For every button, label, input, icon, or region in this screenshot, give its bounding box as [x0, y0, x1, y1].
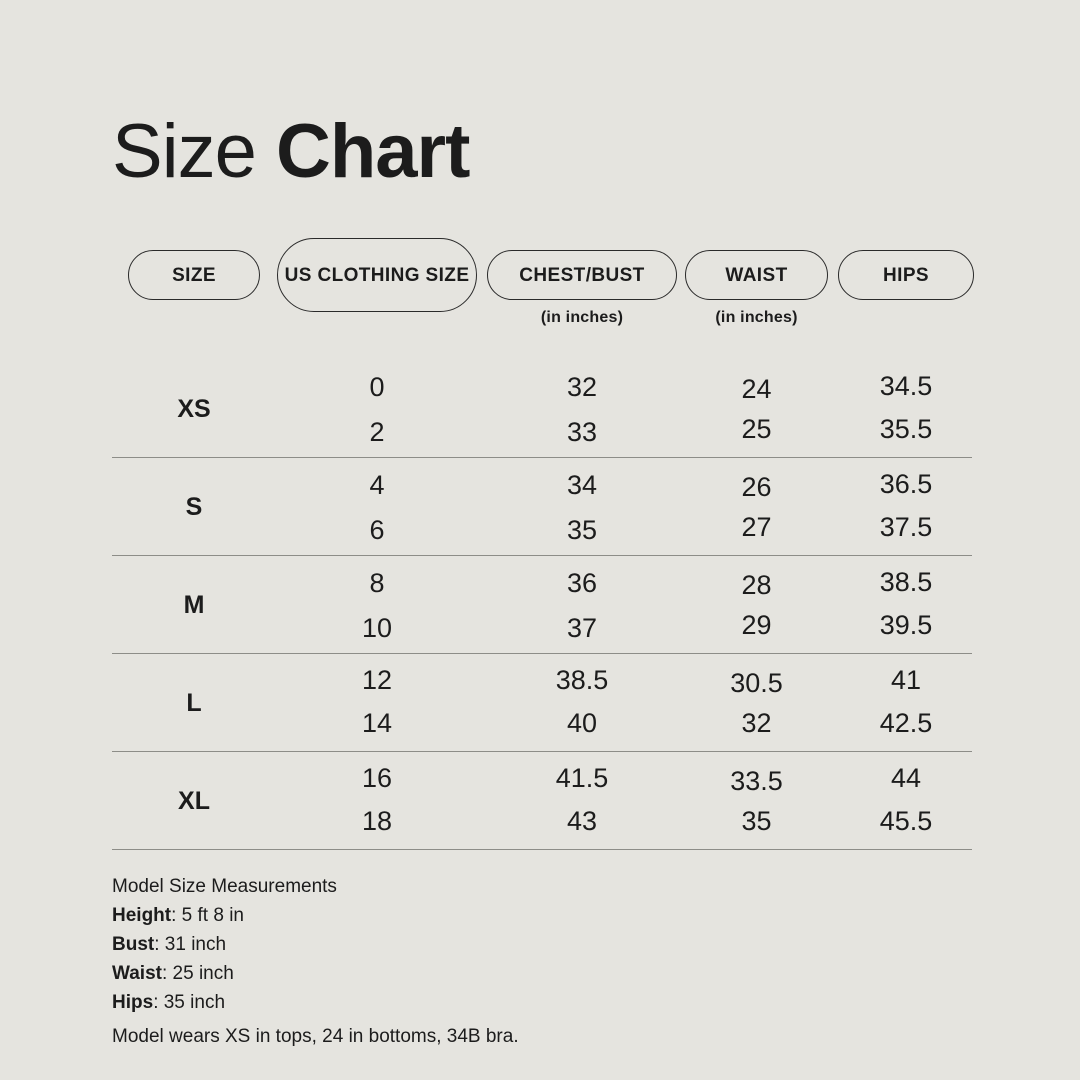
- model-wears-note: Model wears XS in tops, 24 in bottoms, 3…: [112, 1026, 519, 1047]
- cell-chest-bust: 34 35: [566, 469, 598, 545]
- cell-waist: 28 29: [741, 569, 772, 640]
- model-height: Height: 5 ft 8 in: [112, 901, 812, 930]
- header-pill-size: SIZE: [128, 250, 260, 300]
- model-measurements-heading: Model Size Measurements: [112, 876, 337, 897]
- header-pill-chest-bust: CHEST/BUST: [487, 250, 677, 300]
- cell-chest-bust: 32 33: [566, 371, 598, 447]
- model-waist-value: : 25 inch: [161, 963, 234, 984]
- table-row: XL 16 18 41.5 43 33.5 35 44 45.5: [112, 752, 972, 850]
- cell-us-clothing-size: 16 18: [361, 762, 393, 836]
- cell-hips: 41 42.5: [879, 664, 933, 738]
- model-height-value: : 5 ft 8 in: [171, 905, 244, 926]
- cell-us-clothing-size: 8 10: [361, 567, 393, 643]
- cell-us-clothing-size: 0 2: [369, 371, 385, 447]
- cell-size: M: [183, 590, 205, 619]
- page-title-light: Size: [112, 109, 257, 194]
- cell-size: S: [185, 492, 203, 521]
- table-row: L 12 14 38.5 40 30.5 32 41 42.5: [112, 654, 972, 752]
- cell-waist: 30.5 32: [730, 667, 783, 738]
- model-hips-value: : 35 inch: [153, 992, 226, 1013]
- cell-hips: 44 45.5: [879, 762, 933, 836]
- cell-waist: 24 25: [741, 373, 772, 444]
- model-hips-key: Hips: [112, 992, 154, 1013]
- header-pill-hips: HIPS: [838, 250, 974, 300]
- table-row: M 8 10 36 37 28 29 38.5 39.5: [112, 556, 972, 654]
- page-title-bold: Chart: [275, 109, 470, 194]
- cell-chest-bust: 38.5 40: [555, 664, 609, 738]
- table-row: S 4 6 34 35 26 27 36.5 37.5: [112, 458, 972, 556]
- cell-size: L: [186, 688, 202, 717]
- model-waist: Waist: 25 inch: [112, 959, 812, 988]
- page-title: Size Chart: [112, 108, 470, 196]
- cell-hips: 34.5 35.5: [879, 370, 933, 444]
- cell-chest-bust: 41.5 43: [555, 762, 609, 836]
- model-bust: Bust: 31 inch: [112, 930, 812, 959]
- table-header-row: SIZE US CLOTHING SIZE CHEST/BUST WAIST H…: [112, 238, 974, 338]
- size-table: XS 0 2 32 33 24 25 34.5 35.5 S: [112, 360, 972, 850]
- cell-size: XS: [177, 394, 211, 423]
- model-waist-key: Waist: [112, 963, 162, 984]
- cell-waist: 26 27: [741, 471, 772, 542]
- cell-us-clothing-size: 12 14: [361, 664, 393, 738]
- header-pill-waist: WAIST: [685, 250, 828, 300]
- cell-chest-bust: 36 37: [566, 567, 598, 643]
- header-note-waist: (in inches): [715, 309, 798, 326]
- table-row: XS 0 2 32 33 24 25 34.5 35.5: [112, 360, 972, 458]
- model-measurements: Model Size Measurements Height: 5 ft 8 i…: [112, 872, 812, 1051]
- model-bust-value: : 31 inch: [154, 934, 227, 955]
- model-height-key: Height: [112, 905, 172, 926]
- cell-size: XL: [178, 786, 210, 815]
- cell-us-clothing-size: 4 6: [369, 469, 385, 545]
- header-pill-us-clothing-size: US CLOTHING SIZE: [277, 238, 477, 312]
- cell-hips: 36.5 37.5: [879, 468, 933, 542]
- cell-hips: 38.5 39.5: [879, 566, 933, 640]
- header-note-chest: (in inches): [540, 309, 624, 326]
- cell-waist: 33.5 35: [730, 765, 783, 836]
- model-bust-key: Bust: [112, 934, 155, 955]
- model-hips: Hips: 35 inch: [112, 988, 812, 1017]
